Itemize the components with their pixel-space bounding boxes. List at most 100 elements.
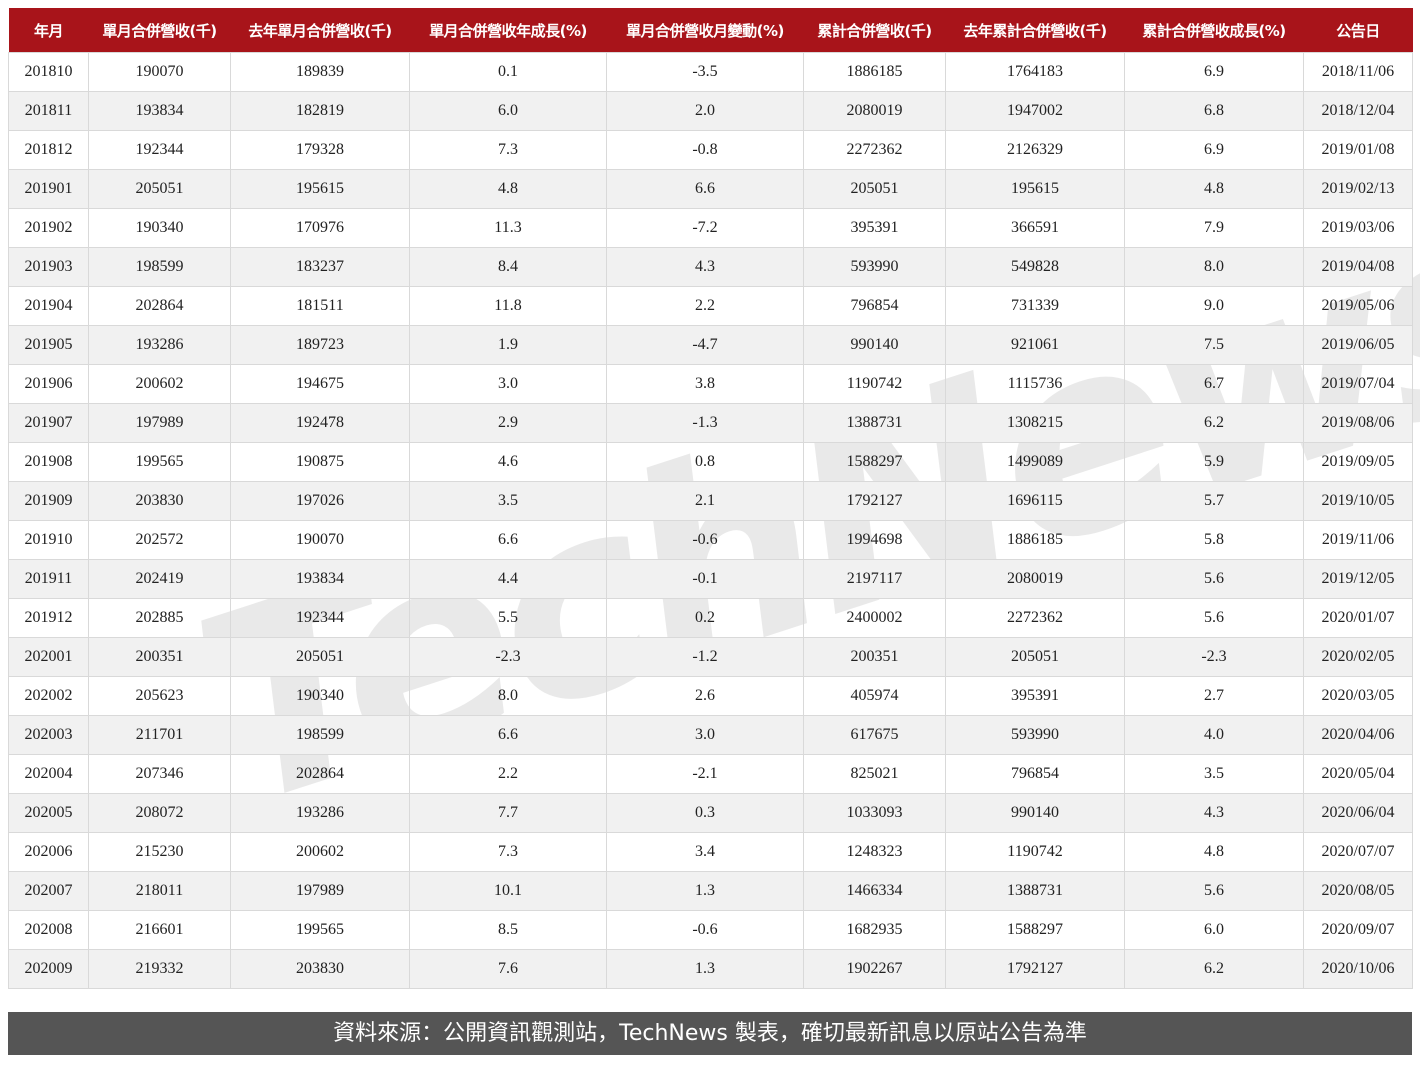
table-cell: 194675 xyxy=(230,364,410,404)
table-cell: 8.4 xyxy=(409,247,607,287)
table-cell: 197989 xyxy=(230,871,410,911)
table-cell: 201906 xyxy=(8,364,89,404)
table-cell: 7.5 xyxy=(1124,325,1304,365)
table-cell: 1947002 xyxy=(945,91,1125,131)
table-cell: 796854 xyxy=(803,286,946,326)
table-cell: 1033093 xyxy=(803,793,946,833)
table-cell: 395391 xyxy=(803,208,946,248)
table-cell: 990140 xyxy=(803,325,946,365)
table-cell: 1902267 xyxy=(803,949,946,989)
table-cell: 5.6 xyxy=(1124,598,1304,638)
table-cell: 0.2 xyxy=(606,598,804,638)
table-cell: 1190742 xyxy=(803,364,946,404)
table-cell: 219332 xyxy=(88,949,231,989)
table-cell: 202003 xyxy=(8,715,89,755)
table-cell: 2080019 xyxy=(945,559,1125,599)
table-cell: 1308215 xyxy=(945,403,1125,443)
table-cell: 1115736 xyxy=(945,364,1125,404)
table-cell: 1248323 xyxy=(803,832,946,872)
table-cell: 201902 xyxy=(8,208,89,248)
table-cell: 4.3 xyxy=(1124,793,1304,833)
table-cell: 4.6 xyxy=(409,442,607,482)
table-cell: 193286 xyxy=(88,325,231,365)
table-cell: 8.0 xyxy=(1124,247,1304,287)
table-cell: -0.1 xyxy=(606,559,804,599)
table-cell: 2019/04/08 xyxy=(1303,247,1413,287)
table-cell: 2.2 xyxy=(606,286,804,326)
table-cell: -1.3 xyxy=(606,403,804,443)
revenue-table: 年月 單月合併營收(千) 去年單月合併營收(千) 單月合併營收年成長(%) 單月合併營收… xyxy=(8,8,1413,989)
table-cell: 201901 xyxy=(8,169,89,209)
column-header: 公告日 xyxy=(1303,8,1413,53)
table-cell: 201810 xyxy=(8,52,89,92)
table-cell: 195615 xyxy=(945,169,1125,209)
table-cell: 201903 xyxy=(8,247,89,287)
table-cell: 2018/12/04 xyxy=(1303,91,1413,131)
table-cell: 190875 xyxy=(230,442,410,482)
table-cell: 202005 xyxy=(8,793,89,833)
table-cell: 2.7 xyxy=(1124,676,1304,716)
table-cell: 2019/09/05 xyxy=(1303,442,1413,482)
table-cell: 202572 xyxy=(88,520,231,560)
table-cell: 203830 xyxy=(88,481,231,521)
table-cell: 10.1 xyxy=(409,871,607,911)
table-row: 201810 190070 189839 0.1 -3.5 1886185 1764183 6… xyxy=(8,52,1413,92)
table-row: 201912 202885 192344 5.5 0.2 2400002 2272362 5.… xyxy=(8,598,1413,638)
column-header: 年月 xyxy=(8,8,89,53)
table-cell: 189723 xyxy=(230,325,410,365)
table-cell: 202419 xyxy=(88,559,231,599)
table-cell: 182819 xyxy=(230,91,410,131)
table-cell: 201904 xyxy=(8,286,89,326)
table-cell: 3.0 xyxy=(409,364,607,404)
table-cell: 9.0 xyxy=(1124,286,1304,326)
table-cell: 6.6 xyxy=(409,520,607,560)
table-cell: 2020/03/05 xyxy=(1303,676,1413,716)
table-cell: 201812 xyxy=(8,130,89,170)
table-cell: 201911 xyxy=(8,559,89,599)
table-row: 201812 192344 179328 7.3 -0.8 2272362 2126329 6… xyxy=(8,130,1413,170)
table-row: 201904 202864 181511 11.8 2.2 796854 731339 9.0… xyxy=(8,286,1413,326)
table-cell: 1994698 xyxy=(803,520,946,560)
table-cell: 1466334 xyxy=(803,871,946,911)
table-cell: 6.9 xyxy=(1124,130,1304,170)
table-row: 201910 202572 190070 6.6 -0.6 1994698 1886185 5… xyxy=(8,520,1413,560)
table-cell: 192478 xyxy=(230,403,410,443)
table-cell: 2019/05/06 xyxy=(1303,286,1413,326)
table-cell: 195615 xyxy=(230,169,410,209)
table-cell: 201909 xyxy=(8,481,89,521)
table-cell: 207346 xyxy=(88,754,231,794)
table-cell: 7.7 xyxy=(409,793,607,833)
table-cell: 7.6 xyxy=(409,949,607,989)
table-header-row: 年月 單月合併營收(千) 去年單月合併營收(千) 單月合併營收年成長(%) 單月合併營收… xyxy=(8,8,1413,53)
table-cell: 192344 xyxy=(230,598,410,638)
source-footer: 資料來源：公開資訊觀測站，TechNews 製表，確切最新訊息以原站公告為準 xyxy=(8,1012,1412,1055)
table-cell: 2019/06/05 xyxy=(1303,325,1413,365)
table-cell: 1886185 xyxy=(945,520,1125,560)
table-cell: 199565 xyxy=(88,442,231,482)
table-cell: 6.6 xyxy=(606,169,804,209)
table-cell: 3.0 xyxy=(606,715,804,755)
table-cell: 2272362 xyxy=(803,130,946,170)
table-cell: 8.5 xyxy=(409,910,607,950)
table-cell: 6.8 xyxy=(1124,91,1304,131)
table-cell: -4.7 xyxy=(606,325,804,365)
table-cell: 6.0 xyxy=(409,91,607,131)
table-cell: 4.8 xyxy=(409,169,607,209)
table-cell: -2.3 xyxy=(1124,637,1304,677)
table-cell: 208072 xyxy=(88,793,231,833)
table-cell: 205051 xyxy=(945,637,1125,677)
table-cell: 1388731 xyxy=(945,871,1125,911)
table-cell: 1499089 xyxy=(945,442,1125,482)
table-cell: 2400002 xyxy=(803,598,946,638)
table-cell: 2020/05/04 xyxy=(1303,754,1413,794)
table-cell: 6.0 xyxy=(1124,910,1304,950)
table-cell: 192344 xyxy=(88,130,231,170)
table-cell: 2126329 xyxy=(945,130,1125,170)
table-cell: 3.5 xyxy=(1124,754,1304,794)
table-cell: 189839 xyxy=(230,52,410,92)
table-cell: 200602 xyxy=(230,832,410,872)
table-cell: 198599 xyxy=(230,715,410,755)
table-cell: 4.4 xyxy=(409,559,607,599)
table-row: 202006 215230 200602 7.3 3.4 1248323 1190742 4.… xyxy=(8,832,1413,872)
column-header: 去年累計合併營收(千) xyxy=(945,8,1125,53)
